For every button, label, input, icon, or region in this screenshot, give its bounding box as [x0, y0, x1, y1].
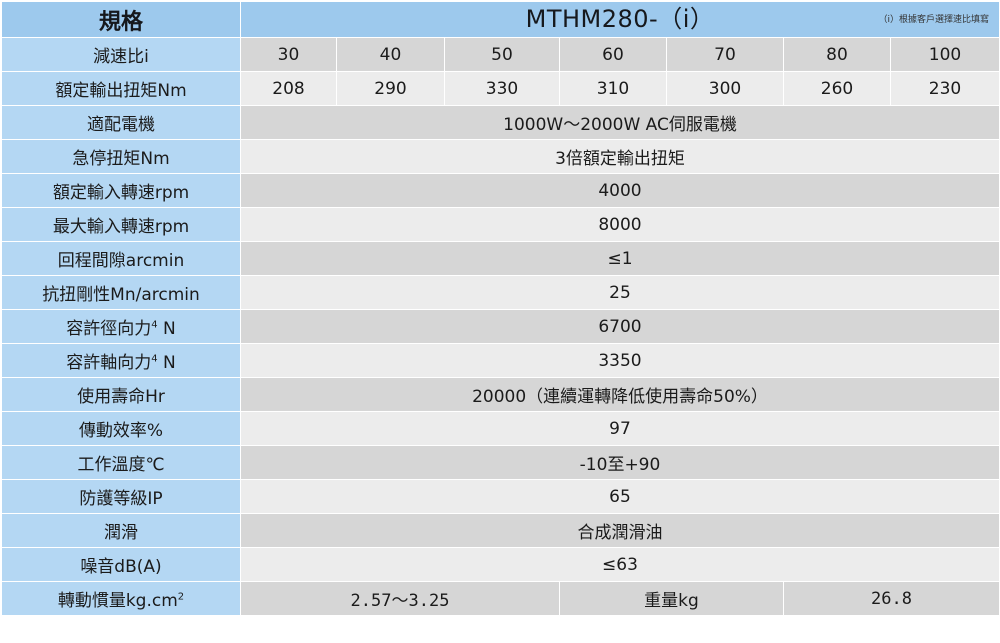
efficiency-row: 傳動效率% 97	[1, 411, 1000, 446]
torque-value: 300	[666, 71, 784, 106]
ratio-value: 50	[444, 37, 560, 72]
backlash-row: 回程間隙arcmin ≤1	[1, 241, 1000, 276]
ratio-value: 100	[890, 37, 1000, 72]
inertia-row: 轉動慣量kg.cm2 2.57～3.25 重量kg 26.8	[1, 581, 1000, 616]
protection-row: 防護等級IP 65	[1, 479, 1000, 514]
row-value: 合成潤滑油	[240, 513, 1000, 548]
row-label: 最大輸入轉速rpm	[1, 207, 241, 242]
model-note: （i）根據客戶選擇速比填寫	[878, 15, 989, 25]
ratio-value: 30	[240, 37, 337, 72]
row-label: 使用壽命Hr	[1, 377, 241, 412]
torque-row: 額定輸出扭矩Nm 208 290 330 310 300 260 230	[1, 71, 1000, 106]
row-label: 抗扭剛性Mn/arcmin	[1, 275, 241, 310]
model-header: MTHM280-（i） （i）根據客戶選擇速比填寫	[240, 1, 1000, 38]
motor-row: 適配電機 1000W～2000W AC伺服電機	[1, 105, 1000, 140]
row-label: 噪音dB(A)	[1, 547, 241, 582]
torque-value: 290	[336, 71, 445, 106]
temperature-row: 工作溫度℃ -10至+90	[1, 445, 1000, 480]
noise-row: 噪音dB(A) ≤63	[1, 547, 1000, 582]
row-label: 潤滑	[1, 513, 241, 548]
row-value: -10至+90	[240, 445, 1000, 480]
row-label: 工作溫度℃	[1, 445, 241, 480]
ratio-row: 減速比i 30 40 50 60 70 80 100	[1, 37, 1000, 72]
emergency-torque-row: 急停扭矩Nm 3倍額定輸出扭矩	[1, 139, 1000, 174]
ratio-value: 80	[783, 37, 891, 72]
row-value: ≤1	[240, 241, 1000, 276]
rated-input-speed-row: 額定輸入轉速rpm 4000	[1, 173, 1000, 208]
row-label: 轉動慣量kg.cm2	[1, 581, 241, 616]
row-value: 1000W～2000W AC伺服電機	[240, 105, 1000, 140]
ratio-value: 40	[336, 37, 445, 72]
lubrication-row: 潤滑 合成潤滑油	[1, 513, 1000, 548]
row-label: 傳動效率%	[1, 411, 241, 446]
row-label: 額定輸入轉速rpm	[1, 173, 241, 208]
torsional-rigidity-row: 抗扭剛性Mn/arcmin 25	[1, 275, 1000, 310]
row-label: 減速比i	[1, 37, 241, 72]
radial-force-row: 容許徑向力4 N 6700	[1, 309, 1000, 344]
spec-header-label: 規格	[1, 1, 241, 38]
weight-value: 26.8	[783, 581, 1000, 616]
service-life-row: 使用壽命Hr 20000（連續運轉降低使用壽命50%）	[1, 377, 1000, 412]
row-value: 20000（連續運轉降低使用壽命50%）	[240, 377, 1000, 412]
torque-value: 330	[444, 71, 560, 106]
row-value: 3倍額定輸出扭矩	[240, 139, 1000, 174]
row-value: 4000	[240, 173, 1000, 208]
ratio-value: 60	[559, 37, 667, 72]
row-label: 額定輸出扭矩Nm	[1, 71, 241, 106]
axial-force-row: 容許軸向力4 N 3350	[1, 343, 1000, 378]
row-label: 適配電機	[1, 105, 241, 140]
row-value: 65	[240, 479, 1000, 514]
inertia-value: 2.57～3.25	[240, 581, 560, 616]
torque-value: 230	[890, 71, 1000, 106]
row-value: 6700	[240, 309, 1000, 344]
row-value: 97	[240, 411, 1000, 446]
row-value: 25	[240, 275, 1000, 310]
torque-value: 310	[559, 71, 667, 106]
row-label: 容許軸向力4 N	[1, 343, 241, 378]
row-value: ≤63	[240, 547, 1000, 582]
row-label: 防護等級IP	[1, 479, 241, 514]
row-value: 3350	[240, 343, 1000, 378]
row-value: 8000	[240, 207, 1000, 242]
row-label: 容許徑向力4 N	[1, 309, 241, 344]
model-title: MTHM280-（i）	[525, 5, 715, 33]
ratio-value: 70	[666, 37, 784, 72]
row-label: 回程間隙arcmin	[1, 241, 241, 276]
torque-value: 208	[240, 71, 337, 106]
spec-table: 規格 MTHM280-（i） （i）根據客戶選擇速比填寫 減速比i 30 40 …	[1, 1, 1000, 616]
max-input-speed-row: 最大輸入轉速rpm 8000	[1, 207, 1000, 242]
row-label: 急停扭矩Nm	[1, 139, 241, 174]
torque-value: 260	[783, 71, 891, 106]
weight-label: 重量kg	[559, 581, 784, 616]
